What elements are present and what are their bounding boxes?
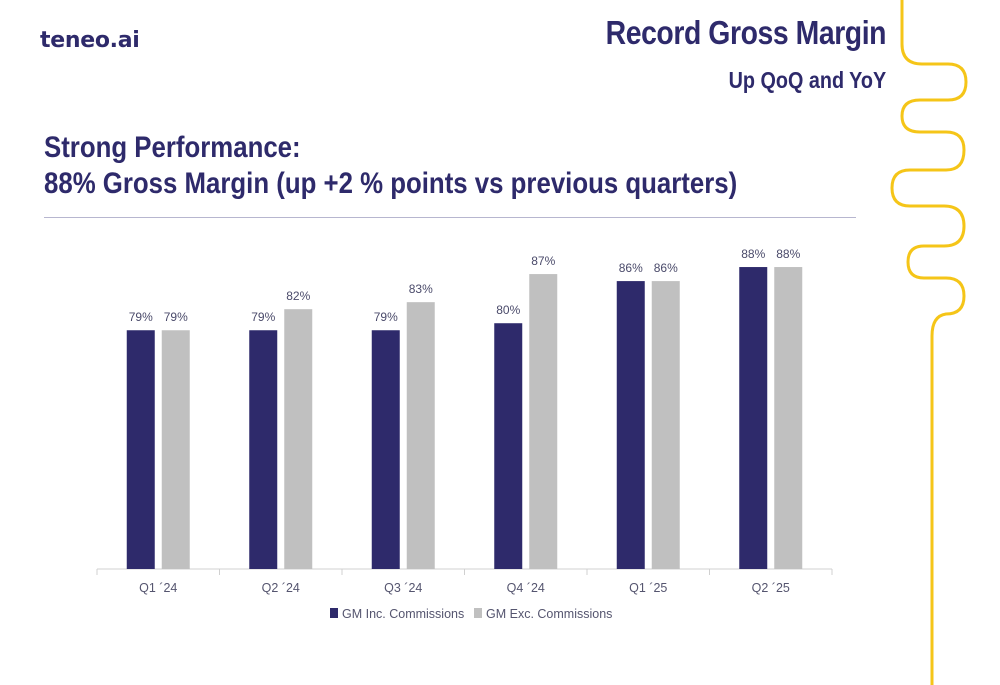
legend-label: GM Exc. Commissions [486, 607, 612, 621]
data-label: 80% [496, 303, 520, 317]
data-label: 83% [409, 282, 433, 296]
data-label: 79% [251, 310, 275, 324]
legend-swatch-gm-exc [474, 608, 482, 618]
bar-gm-inc-4 [494, 323, 523, 569]
legend-swatch-gm-inc [330, 608, 338, 618]
data-label: 86% [654, 261, 678, 275]
x-tick-label: Q3 ´24 [384, 581, 422, 595]
data-label: 79% [129, 310, 153, 324]
data-label: 86% [619, 261, 643, 275]
legend-label: GM Inc. Commissions [342, 607, 464, 621]
x-tick-label: Q4 ´24 [507, 581, 545, 595]
bar-gm-inc-5 [616, 281, 645, 569]
bar-gm-inc-3 [371, 330, 400, 569]
decorative-wave-path [890, 0, 968, 685]
data-label: 82% [286, 289, 310, 303]
x-tick-label: Q2 ´24 [262, 581, 300, 595]
bar-gm-inc-1 [126, 330, 155, 569]
bar-gm-exc-6 [774, 267, 803, 569]
bar-gm-exc-2 [284, 309, 313, 569]
bar-gm-exc-3 [406, 302, 435, 569]
teneo-logo: teneo.ai [40, 28, 140, 53]
title-divider [44, 217, 856, 218]
page-title: Record Gross Margin [605, 14, 887, 51]
data-label: 79% [164, 310, 188, 324]
bar-gm-exc-5 [651, 281, 680, 569]
headline-line-1: Strong Performance: [44, 131, 301, 164]
bar-gm-inc-6 [739, 267, 768, 569]
x-tick-label: Q2 ´25 [752, 581, 790, 595]
page-subtitle: Up QoQ and YoY [728, 67, 886, 93]
data-label: 87% [531, 254, 555, 268]
bar-gm-exc-1 [161, 330, 190, 569]
decorative-wave-line [890, 0, 968, 685]
headline-line-2: 88% Gross Margin (up +2 % points vs prev… [44, 167, 738, 200]
bar-gm-inc-2 [249, 330, 278, 569]
bar-gm-exc-4 [529, 274, 558, 569]
x-tick-label: Q1 ´25 [629, 581, 667, 595]
x-tick-label: Q1 ´24 [139, 581, 177, 595]
data-label: 79% [374, 310, 398, 324]
data-label: 88% [776, 247, 800, 261]
data-label: 88% [741, 247, 765, 261]
headline: Strong Performance: 88% Gross Margin (up… [44, 130, 737, 202]
